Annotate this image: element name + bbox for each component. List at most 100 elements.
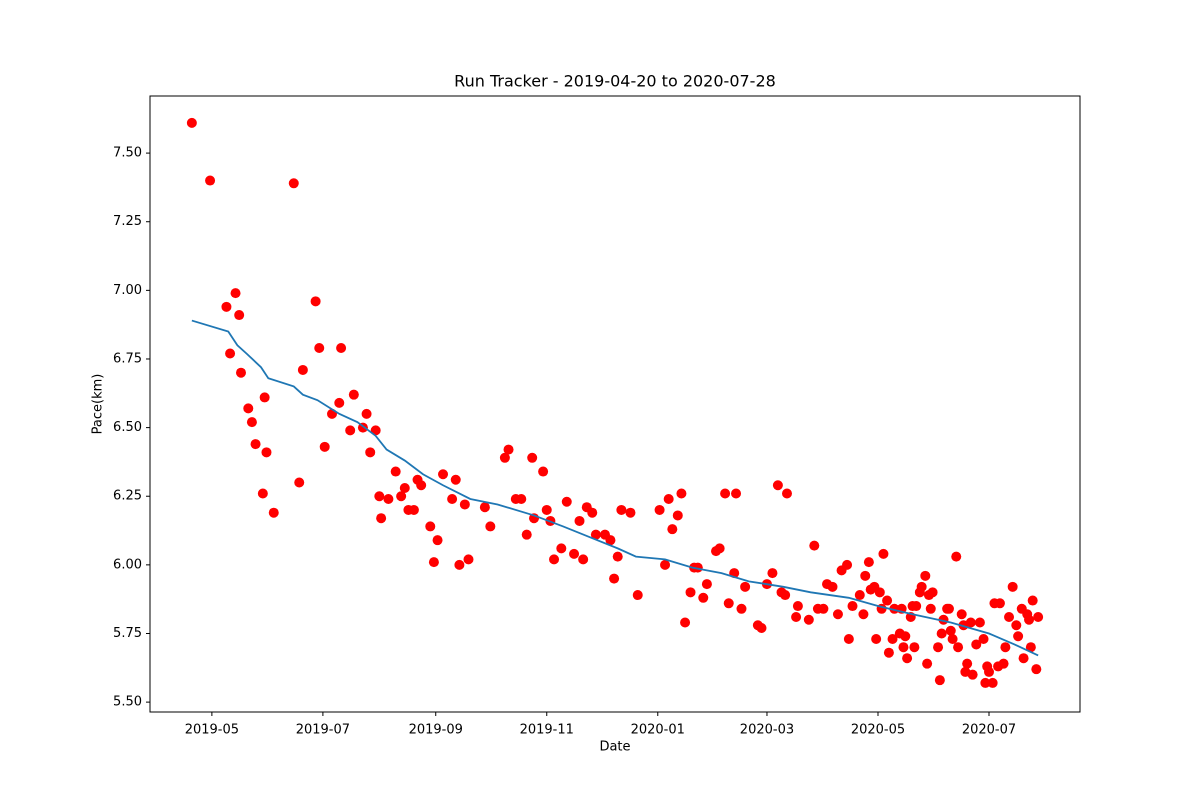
data-point xyxy=(858,609,869,620)
data-point xyxy=(902,653,913,664)
data-point xyxy=(883,647,894,658)
data-point xyxy=(612,551,623,562)
data-point xyxy=(578,554,589,565)
y-tick-label: 6.00 xyxy=(113,557,142,572)
data-point xyxy=(911,601,922,612)
data-point xyxy=(947,633,958,644)
data-point xyxy=(1018,653,1029,664)
data-point xyxy=(416,480,427,491)
x-tick-label: 2019-07 xyxy=(296,723,350,738)
data-point xyxy=(698,592,709,603)
data-point xyxy=(463,554,474,565)
data-point xyxy=(860,570,871,581)
data-point xyxy=(250,439,261,450)
x-tick-label: 2020-01 xyxy=(631,723,685,738)
data-point xyxy=(365,447,376,458)
data-point xyxy=(756,623,767,633)
data-point xyxy=(235,367,246,378)
data-point xyxy=(1033,612,1044,623)
data-point xyxy=(205,175,216,186)
data-point xyxy=(967,669,978,680)
x-tick-label: 2019-05 xyxy=(185,723,239,738)
y-tick-label: 6.25 xyxy=(113,489,142,504)
x-tick-label: 2019-09 xyxy=(409,723,463,738)
data-point xyxy=(654,504,665,515)
data-point xyxy=(878,548,889,559)
data-point xyxy=(887,633,898,644)
data-point xyxy=(428,557,439,568)
data-point xyxy=(900,631,911,642)
data-point xyxy=(450,474,461,485)
data-point xyxy=(956,609,967,620)
data-point xyxy=(516,493,527,504)
x-tick-label: 2020-05 xyxy=(851,723,905,738)
data-point xyxy=(1027,595,1038,606)
data-point xyxy=(936,628,947,639)
data-point xyxy=(974,617,985,628)
data-point xyxy=(998,658,1009,669)
data-point xyxy=(485,521,496,532)
data-point xyxy=(927,587,938,598)
data-point xyxy=(1007,581,1018,592)
data-point xyxy=(781,488,792,499)
data-point xyxy=(632,590,643,601)
data-point xyxy=(792,601,803,612)
x-tick-label: 2020-07 xyxy=(962,723,1016,738)
data-point xyxy=(714,543,725,554)
data-point xyxy=(1031,664,1042,675)
data-point xyxy=(916,581,927,592)
data-point xyxy=(843,633,854,644)
data-point xyxy=(399,483,410,493)
data-point xyxy=(432,535,443,546)
data-point xyxy=(549,554,560,565)
data-point xyxy=(736,603,747,614)
data-point xyxy=(951,551,962,562)
data-point xyxy=(660,559,671,570)
data-point xyxy=(527,452,538,463)
data-point xyxy=(348,389,359,400)
data-point xyxy=(376,513,387,524)
data-point xyxy=(827,581,838,592)
data-point xyxy=(692,562,703,573)
y-tick-label: 7.25 xyxy=(113,214,142,229)
y-tick-label: 7.00 xyxy=(113,283,142,298)
data-point xyxy=(221,301,232,312)
data-point xyxy=(863,557,874,568)
data-point xyxy=(922,658,933,669)
x-tick-label: 2020-03 xyxy=(740,723,794,738)
data-point xyxy=(479,502,490,513)
data-point xyxy=(920,570,931,581)
data-point xyxy=(246,417,257,428)
data-point xyxy=(574,515,585,526)
data-point xyxy=(1000,642,1011,653)
data-point xyxy=(663,493,674,504)
data-point xyxy=(978,633,989,644)
data-point xyxy=(297,364,308,375)
data-point xyxy=(294,477,305,488)
data-point xyxy=(334,397,345,408)
data-point xyxy=(740,581,751,592)
data-point xyxy=(499,452,510,463)
data-point xyxy=(780,590,791,601)
data-point xyxy=(1025,642,1036,653)
data-point xyxy=(326,408,337,419)
y-tick-label: 5.75 xyxy=(113,626,142,641)
data-point xyxy=(909,642,920,653)
data-point xyxy=(541,504,552,515)
data-point xyxy=(667,524,678,535)
data-point xyxy=(676,488,687,499)
y-tick-label: 7.50 xyxy=(113,146,142,161)
data-point xyxy=(898,642,909,653)
data-point xyxy=(772,480,783,491)
data-point xyxy=(310,296,321,307)
data-point xyxy=(319,441,330,452)
y-axis-label: Pace(km) xyxy=(91,374,106,435)
data-point xyxy=(336,343,347,353)
data-point xyxy=(609,573,620,584)
data-point xyxy=(556,543,567,554)
data-point xyxy=(503,444,514,455)
x-tick-label: 2019-11 xyxy=(520,723,574,738)
data-point xyxy=(731,488,742,499)
data-point xyxy=(925,603,936,614)
